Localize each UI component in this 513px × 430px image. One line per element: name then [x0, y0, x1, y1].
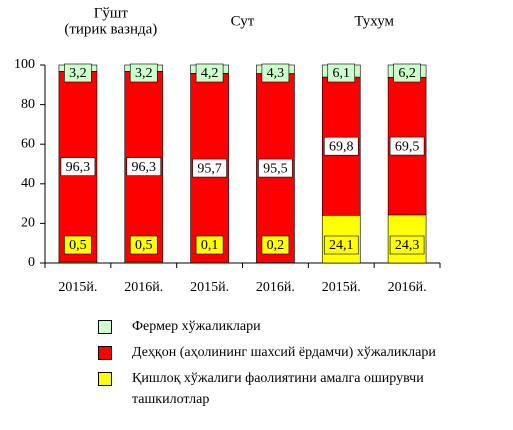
- y-tick-label-100: 100: [14, 57, 35, 72]
- data-label-box-1-2: [192, 158, 227, 178]
- data-label-0-1: 0,5: [135, 238, 153, 253]
- group-title-0-line-0: Гўшт: [94, 5, 129, 21]
- x-tick-label-2: 2015й.: [190, 280, 229, 295]
- data-label-0-4: 24,1: [329, 238, 354, 253]
- data-label-box-0-0: [64, 235, 92, 255]
- legend-swatch-dehqon: [98, 346, 112, 360]
- legend-item-organizations: Қишлоқ хўжалиги фаолиятини амалга оширув…: [98, 368, 498, 414]
- data-label-2-4: 6,1: [333, 66, 351, 81]
- data-label-0-3: 0,2: [267, 238, 285, 253]
- group-title-1-line-0: Сут: [231, 13, 255, 29]
- data-label-box-0-5: [389, 235, 425, 255]
- data-label-1-5: 69,5: [395, 139, 420, 154]
- data-label-2-1: 3,2: [135, 66, 153, 81]
- data-label-0-0: 0,5: [69, 238, 87, 253]
- data-label-box-1-1: [126, 157, 162, 176]
- y-tick-label-40: 40: [21, 176, 35, 191]
- data-label-box-2-2: [195, 63, 224, 83]
- legend-label-dehqon: Деҳқон (аҳолининг шахсий ёрдамчи) хўжали…: [132, 345, 436, 360]
- x-tick-label-0: 2015й.: [58, 280, 97, 295]
- group-title-2-line-0: Тухум: [354, 13, 394, 29]
- legend-swatch-farmer: [98, 320, 112, 334]
- data-label-0-5: 24,3: [395, 238, 420, 253]
- x-tick-label-5: 2016й.: [388, 280, 427, 295]
- data-label-box-1-4: [323, 136, 359, 156]
- data-label-box-1-0: [60, 157, 96, 176]
- data-label-1-0: 96,3: [66, 160, 91, 175]
- data-label-1-4: 69,8: [329, 139, 354, 154]
- x-tick-label-1: 2016й.: [124, 280, 163, 295]
- data-label-box-0-2: [195, 235, 224, 255]
- y-tick-label-60: 60: [21, 136, 35, 151]
- y-tick-label-80: 80: [21, 97, 35, 112]
- data-label-2-2: 4,2: [201, 66, 219, 81]
- data-label-box-2-5: [393, 63, 421, 83]
- data-label-box-2-3: [261, 63, 290, 83]
- data-label-1-1: 96,3: [132, 160, 157, 175]
- data-label-1-3: 95,5: [263, 161, 288, 176]
- data-label-box-0-4: [323, 235, 359, 255]
- data-label-box-1-3: [258, 158, 293, 178]
- data-label-box-2-1: [129, 63, 158, 83]
- data-label-2-0: 3,2: [69, 66, 87, 81]
- y-tick-label-0: 0: [28, 255, 35, 270]
- y-tick-label-20: 20: [21, 216, 35, 231]
- legend: Фермер хўжаликлари Деҳқон (аҳолининг шах…: [98, 316, 498, 414]
- group-title-0-line-1: (тирик вазнда): [64, 21, 157, 37]
- data-label-box-1-5: [389, 136, 425, 156]
- data-label-box-0-3: [261, 235, 290, 255]
- legend-swatch-organizations: [98, 372, 112, 386]
- data-label-0-2: 0,1: [201, 238, 219, 253]
- legend-item-farmer: Фермер хўжаликлари: [98, 316, 498, 342]
- data-label-box-2-4: [327, 63, 356, 83]
- data-label-2-5: 6,2: [398, 66, 416, 81]
- x-tick-label-3: 2016й.: [256, 280, 295, 295]
- legend-label-farmer: Фермер хўжаликлари: [132, 319, 261, 334]
- legend-label-organizations: Қишлоқ хўжалиги фаолиятини амалга оширув…: [132, 371, 424, 407]
- data-label-box-0-1: [129, 235, 158, 255]
- data-label-1-2: 95,7: [197, 161, 222, 176]
- x-tick-label-4: 2015й.: [322, 280, 361, 295]
- legend-item-dehqon: Деҳқон (аҳолининг шахсий ёрдамчи) хўжали…: [98, 342, 498, 368]
- data-label-2-3: 4,3: [267, 66, 285, 81]
- data-label-box-2-0: [64, 63, 92, 83]
